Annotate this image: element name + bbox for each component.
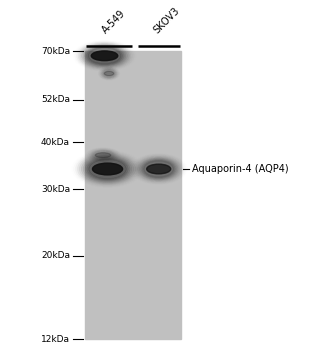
Text: 70kDa: 70kDa: [41, 47, 70, 56]
Ellipse shape: [139, 159, 178, 180]
Ellipse shape: [92, 163, 123, 175]
Ellipse shape: [141, 159, 177, 179]
Text: 30kDa: 30kDa: [41, 185, 70, 194]
Ellipse shape: [85, 157, 130, 181]
Ellipse shape: [138, 158, 180, 180]
Ellipse shape: [86, 47, 123, 65]
Ellipse shape: [85, 46, 124, 65]
Text: Aquaporin-4 (AQP4): Aquaporin-4 (AQP4): [192, 164, 288, 174]
Ellipse shape: [81, 155, 134, 183]
Text: 20kDa: 20kDa: [41, 251, 70, 260]
Bar: [85, 51, 181, 339]
Ellipse shape: [89, 159, 126, 179]
Ellipse shape: [81, 44, 128, 67]
Text: A-549: A-549: [100, 9, 128, 36]
Ellipse shape: [87, 158, 128, 180]
Text: 40kDa: 40kDa: [41, 138, 70, 147]
Ellipse shape: [79, 154, 136, 184]
Text: 52kDa: 52kDa: [41, 95, 70, 104]
Ellipse shape: [91, 51, 118, 61]
Ellipse shape: [147, 164, 171, 174]
Ellipse shape: [104, 71, 114, 76]
Ellipse shape: [144, 161, 174, 177]
Ellipse shape: [142, 160, 175, 178]
Ellipse shape: [80, 43, 129, 68]
Text: 12kDa: 12kDa: [41, 335, 70, 344]
Ellipse shape: [95, 153, 111, 158]
Text: SKOV3: SKOV3: [152, 6, 182, 36]
Ellipse shape: [83, 45, 126, 66]
Ellipse shape: [88, 48, 121, 64]
Ellipse shape: [83, 156, 132, 182]
